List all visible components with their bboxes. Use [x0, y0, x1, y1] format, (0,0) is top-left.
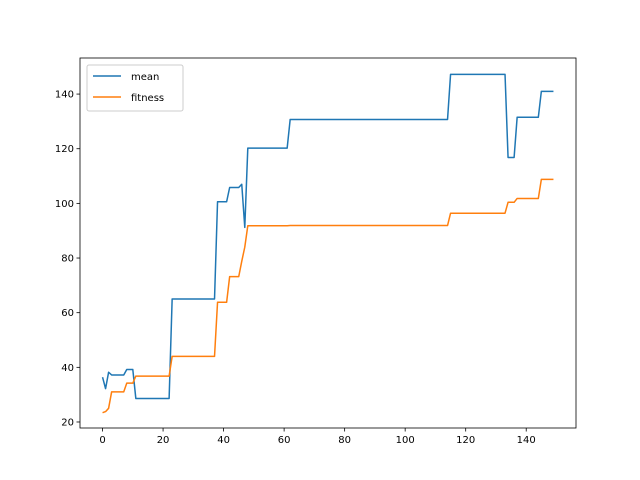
y-axis: 20 40 60 80 100 120 140: [55, 90, 80, 428]
x-tick-label: 60: [278, 435, 291, 446]
plot-frame: [79, 57, 577, 429]
series-layer: [101, 73, 554, 414]
axes-layer: [79, 57, 577, 429]
x-tick-label: 40: [217, 435, 230, 446]
plot-area: [80, 58, 576, 428]
y-tick-label: 140: [55, 90, 74, 101]
legend: mean fitness: [86, 64, 184, 112]
y-tick-label: 100: [55, 199, 74, 210]
x-tick-label: 80: [338, 435, 351, 446]
x-tick-label: 100: [396, 435, 415, 446]
x-tick-label: 20: [157, 435, 170, 446]
x-tick-label: 0: [99, 435, 105, 446]
x-tick-label: 120: [456, 435, 475, 446]
y-tick-label: 20: [61, 417, 74, 428]
series-line-mean: [101, 73, 554, 400]
x-tick-label: 140: [517, 435, 536, 446]
y-tick-label: 120: [55, 144, 74, 155]
x-axis: 0 20 40 60 80 100 120 140: [99, 428, 536, 446]
y-tick-label: 60: [61, 308, 74, 319]
y-tick-label: 40: [61, 363, 74, 374]
legend-fitness-label: fitness: [131, 93, 164, 104]
y-tick-label: 80: [61, 254, 74, 265]
legend-mean-label: mean: [131, 72, 159, 83]
series-line-fitness: [102, 178, 554, 414]
